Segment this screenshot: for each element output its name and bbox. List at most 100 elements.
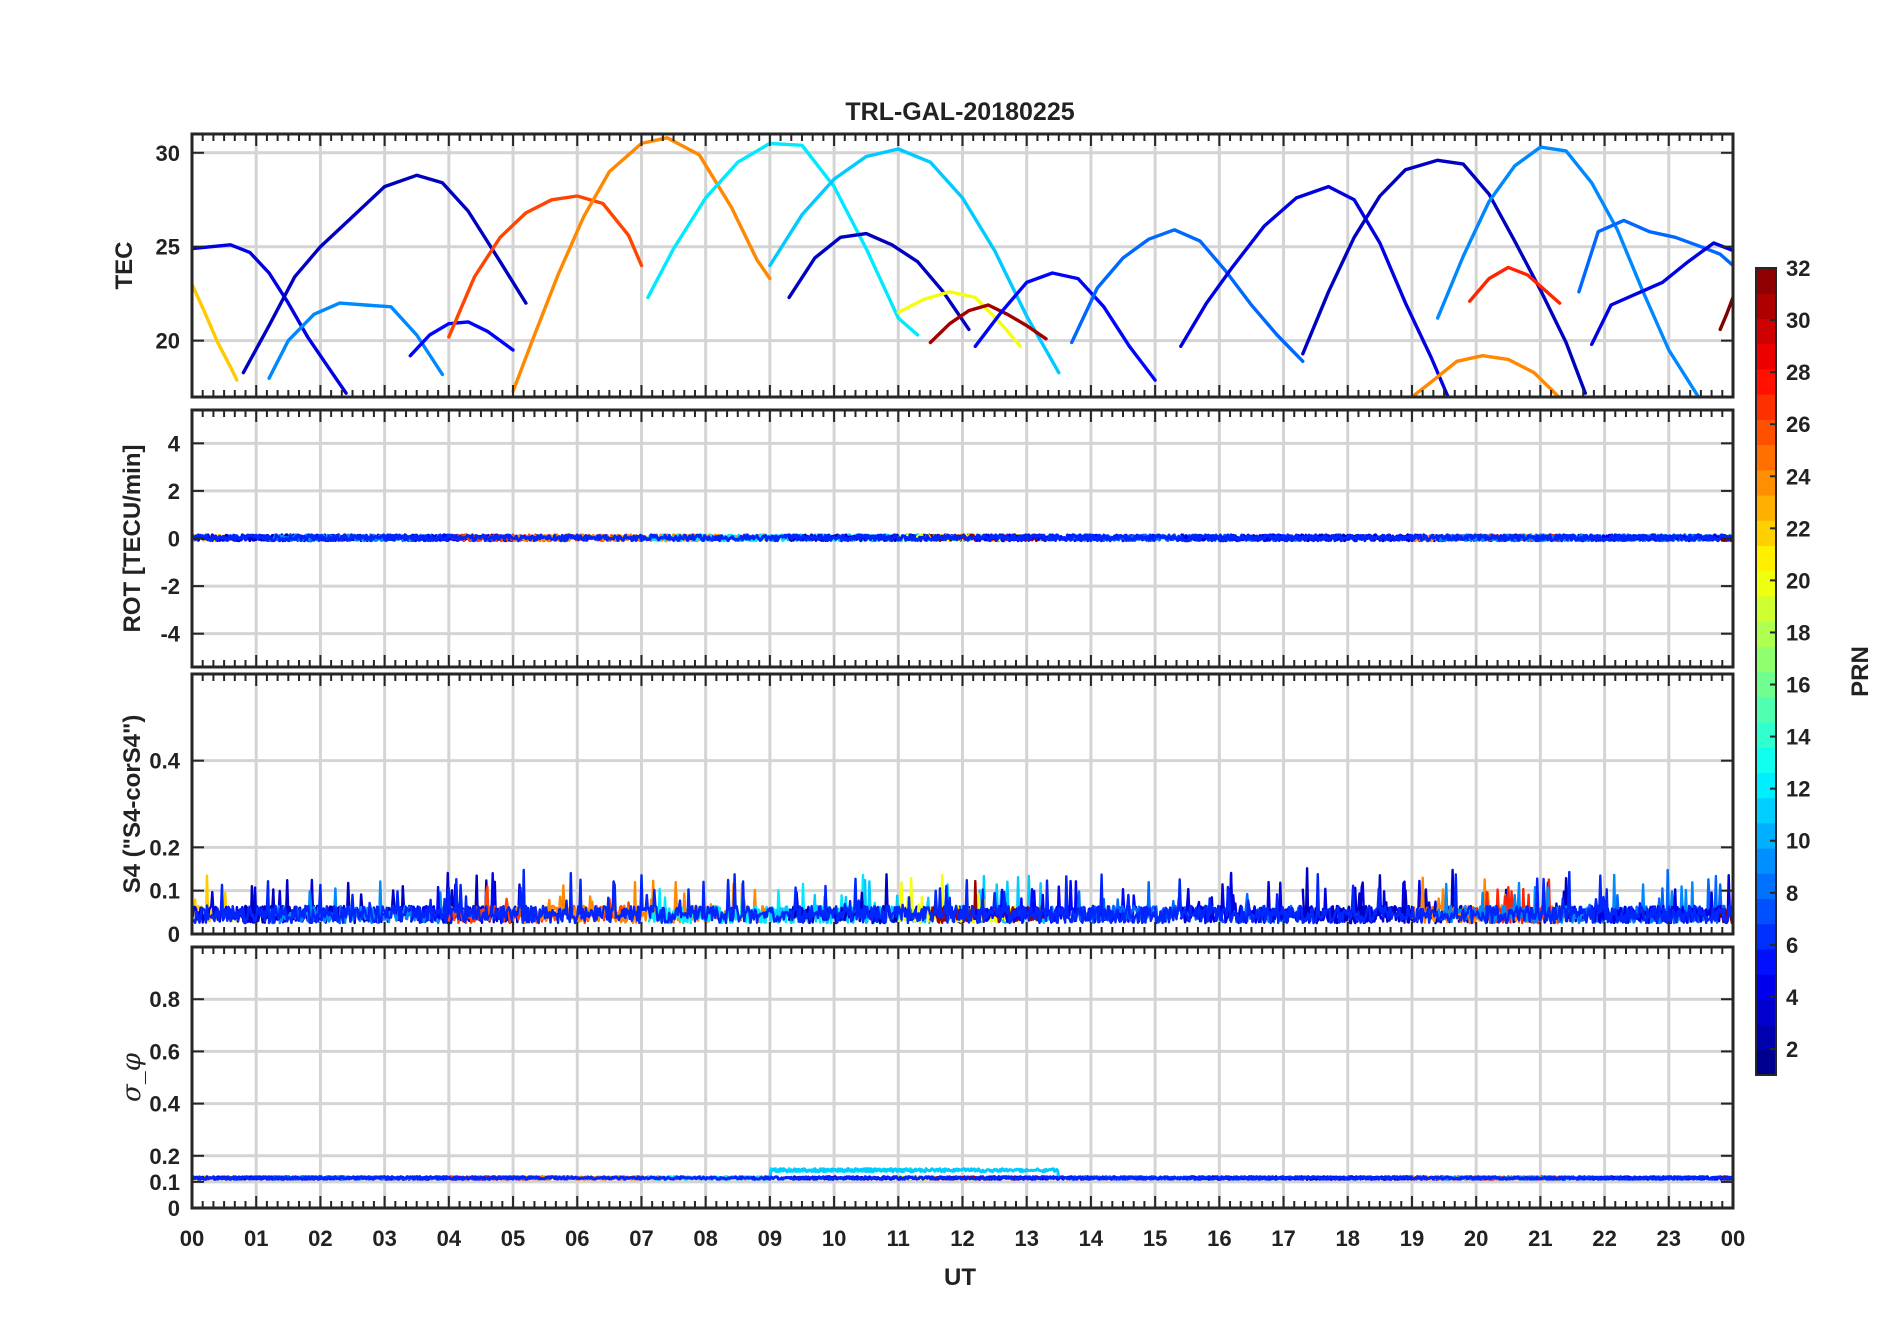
colorbar-tick-label: 8 (1786, 881, 1798, 906)
series-prn-31 (928, 303, 1048, 345)
x-tick-label: 02 (308, 1226, 332, 1251)
colorbar-segment (1756, 797, 1776, 824)
colorbar-tick-label: 22 (1786, 516, 1810, 541)
colorbar-segment (1756, 948, 1776, 975)
series-group (192, 1167, 1733, 1181)
series-prn-4 (192, 243, 348, 395)
x-tick-label: 00 (180, 1226, 204, 1251)
colorbar-tick-label: 24 (1786, 464, 1811, 489)
y-tick-label: 0.1 (149, 879, 180, 904)
colorbar-segment (1756, 747, 1776, 773)
colorbar-segment (1756, 898, 1776, 925)
colorbar-segment (1756, 570, 1776, 597)
series-prn-5 (408, 320, 515, 358)
y-tick-label: 4 (168, 431, 181, 456)
x-tick-label: 11 (887, 1226, 910, 1251)
x-tick-label: 18 (1336, 1226, 1360, 1251)
colorbar-segment (1756, 444, 1776, 471)
y-tick-label: 0.8 (149, 987, 180, 1012)
y-tick-label: 30 (156, 141, 180, 166)
series-group (192, 533, 1733, 543)
x-tick-label: 13 (1014, 1226, 1038, 1251)
y-tick-label: 25 (156, 235, 180, 260)
x-tick-label: 05 (501, 1226, 525, 1251)
colorbar-tick-label: 18 (1786, 620, 1810, 645)
y-tick-label: 0 (168, 527, 180, 552)
x-tick-label: 03 (372, 1226, 396, 1251)
colorbar-tick-label: 10 (1786, 829, 1810, 854)
x-tick-label: 14 (1079, 1226, 1104, 1251)
y-tick-label: 0.4 (149, 749, 180, 774)
y-tick-label: 0 (168, 1196, 180, 1221)
series-prn-8 (1069, 228, 1305, 363)
colorbar-tick-label: 12 (1786, 777, 1810, 802)
series-prn-6 (192, 533, 1733, 543)
y-axis-label: σ_φ (117, 1052, 147, 1102)
colorbar-tick-label: 16 (1786, 673, 1810, 698)
series-prn-6 (192, 868, 1733, 925)
colorbar-segment (1756, 293, 1776, 320)
series-prn-24 (1410, 354, 1562, 397)
x-tick-label: 09 (758, 1226, 782, 1251)
colorbar-segment (1756, 1024, 1776, 1051)
colorbar-segment (1756, 772, 1776, 799)
colorbar-tick-label: 30 (1786, 308, 1810, 333)
y-tick-label: 20 (156, 329, 180, 354)
x-tick-label: 23 (1657, 1226, 1681, 1251)
y-tick-label: 0 (168, 922, 180, 947)
colorbar-segment (1756, 343, 1776, 370)
colorbar-tick-label: 26 (1786, 412, 1810, 437)
colorbar-tick-label: 28 (1786, 360, 1810, 385)
y-axis-label: TEC (111, 242, 138, 290)
colorbar-segment (1756, 696, 1776, 723)
y-tick-label: 0.2 (149, 835, 180, 860)
series-prn-22 (192, 282, 239, 382)
series-prn-20 (896, 290, 1022, 348)
series-prn-11 (768, 147, 1061, 375)
x-tick-label: 00 (1721, 1226, 1745, 1251)
y-tick-label: 0.2 (149, 1144, 180, 1169)
panel-tec: 20 25 30 TEC (111, 132, 1735, 399)
x-tick-label: 01 (244, 1226, 268, 1251)
x-tick-label: 10 (822, 1226, 846, 1251)
colorbar-segment (1756, 1049, 1776, 1076)
x-tick-label: 12 (950, 1226, 974, 1251)
x-tick-label: 17 (1271, 1226, 1295, 1251)
colorbar-segment (1756, 621, 1776, 647)
colorbar-label: PRN (1847, 646, 1874, 697)
series-prn-4 (1179, 184, 1450, 397)
series-prn-3 (241, 173, 528, 375)
series-prn-27 (1467, 265, 1562, 305)
x-tick-label: 16 (1207, 1226, 1231, 1251)
x-tick-label: 07 (629, 1226, 653, 1251)
series-prn-32 (1718, 534, 1733, 543)
y-tick-label: -2 (160, 574, 180, 599)
colorbar-segment (1756, 318, 1776, 345)
colorbar-segment (1756, 469, 1776, 496)
x-tick-label: 22 (1592, 1226, 1616, 1251)
y-axis-label: S4 ("S4-corS4") (119, 715, 146, 894)
colorbar-segment (1756, 974, 1776, 1000)
series-prn-12 (646, 141, 920, 337)
series-prn-3 (787, 231, 971, 332)
panel-s4: 0 0.1 0.2 0.4S4 ("S4-corS4") (119, 672, 1735, 947)
colorbar-tick-label: 4 (1786, 985, 1799, 1010)
colorbar-frame (1755, 267, 1777, 1076)
colorbar-segment (1756, 520, 1776, 547)
colorbar-segment (1756, 822, 1776, 849)
panel-rot: -4 -2 0 2 4 ROT [TECU/min] (119, 408, 1735, 669)
colorbar-segment (1756, 368, 1776, 395)
series-prn-9 (267, 301, 445, 380)
colorbar-tick-label: 20 (1786, 568, 1810, 593)
x-axis-label: UT (944, 1264, 976, 1291)
colorbar-segment (1756, 394, 1776, 420)
y-axis-label: ROT [TECU/min] (119, 445, 146, 633)
series-prn-3 (1301, 158, 1588, 395)
series-prn-32 (1718, 295, 1733, 332)
panel-sigma_phi: 00.10.2 0.4 0.6 0.8 σ_φ 00 01 02 03 04 05 06 07 08 09 1… (117, 945, 1745, 1251)
colorbar-tick-label: 14 (1786, 725, 1811, 750)
colorbar-segment (1756, 268, 1776, 294)
series-prn-8 (1577, 218, 1733, 294)
colorbar-segment (1756, 595, 1776, 622)
colorbar-segment (1756, 671, 1776, 698)
